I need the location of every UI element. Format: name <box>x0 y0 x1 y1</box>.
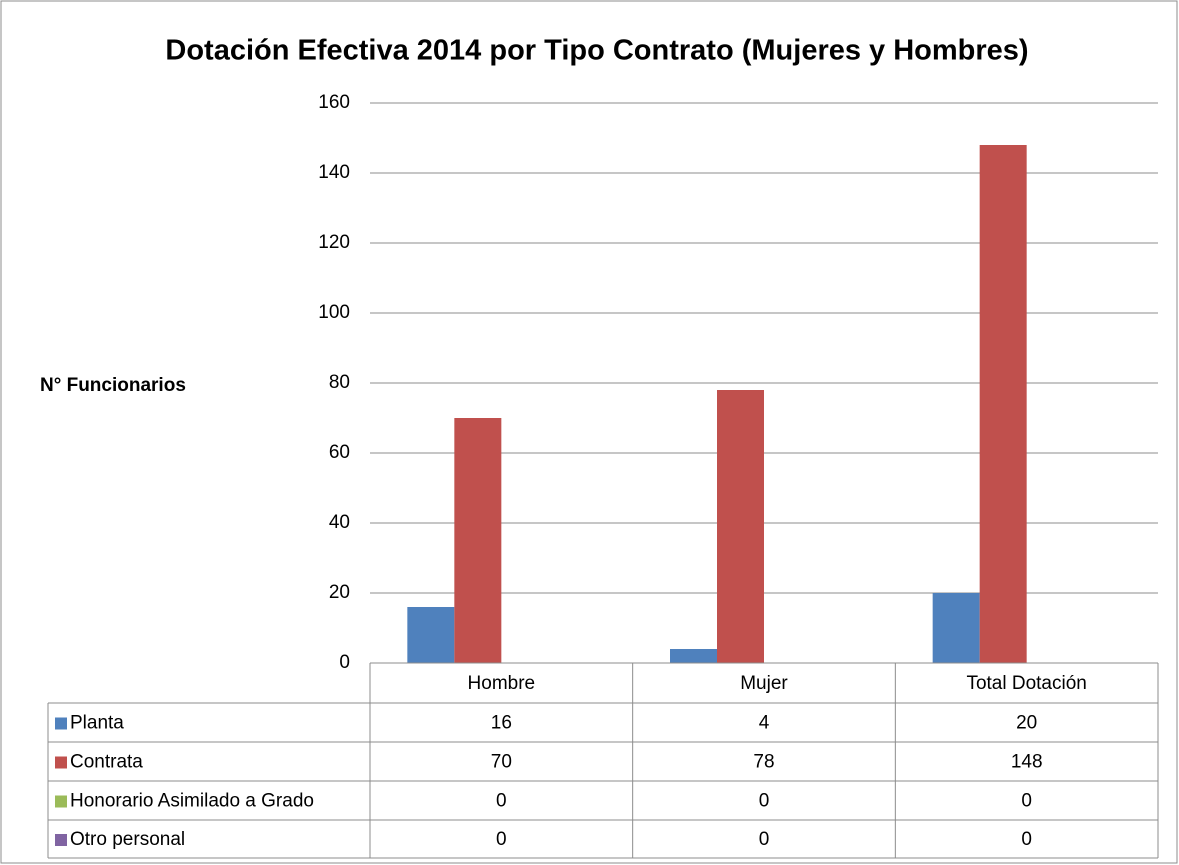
legend-label: Honorario Asimilado a Grado <box>70 791 314 812</box>
table-value: 0 <box>759 829 770 850</box>
y-tick-label: 160 <box>318 92 350 113</box>
legend-swatch <box>55 717 67 730</box>
table-value: 4 <box>759 713 770 734</box>
table-value: 16 <box>491 713 512 734</box>
bar <box>670 649 717 663</box>
legend-swatch <box>55 795 67 808</box>
y-tick-label: 0 <box>339 652 350 673</box>
y-tick-label: 100 <box>318 302 350 323</box>
bar <box>454 418 502 663</box>
y-tick-label: 60 <box>329 442 350 463</box>
x-tick-label: Total Dotación <box>966 673 1086 694</box>
y-tick-label: 80 <box>329 372 350 393</box>
table-value: 78 <box>753 752 774 773</box>
table-value: 0 <box>759 791 770 812</box>
table-value: 20 <box>1016 713 1037 734</box>
table-value: 0 <box>496 829 507 850</box>
chart-title: Dotación Efectiva 2014 por Tipo Contrato… <box>165 35 1028 67</box>
legend-swatch <box>55 756 67 769</box>
y-axis-label: N° Funcionarios <box>40 375 186 396</box>
legend-label: Contrata <box>70 752 143 773</box>
y-tick-label: 140 <box>318 162 350 183</box>
x-tick-label: Hombre <box>468 673 536 694</box>
bar <box>932 593 980 663</box>
legend-label: Otro personal <box>70 829 185 850</box>
table-value: 0 <box>1021 791 1032 812</box>
table-value: 0 <box>496 791 507 812</box>
y-tick-label: 120 <box>318 232 350 253</box>
table-value: 70 <box>491 752 512 773</box>
legend-label: Planta <box>70 713 124 734</box>
table-value: 0 <box>1021 829 1032 850</box>
legend-swatch <box>55 834 67 846</box>
bar <box>979 145 1027 663</box>
y-tick-label: 40 <box>329 512 350 533</box>
bar <box>717 390 764 663</box>
bar <box>407 607 455 663</box>
table-value: 148 <box>1011 752 1043 773</box>
y-tick-label: 20 <box>329 582 350 603</box>
x-tick-label: Mujer <box>740 673 788 694</box>
